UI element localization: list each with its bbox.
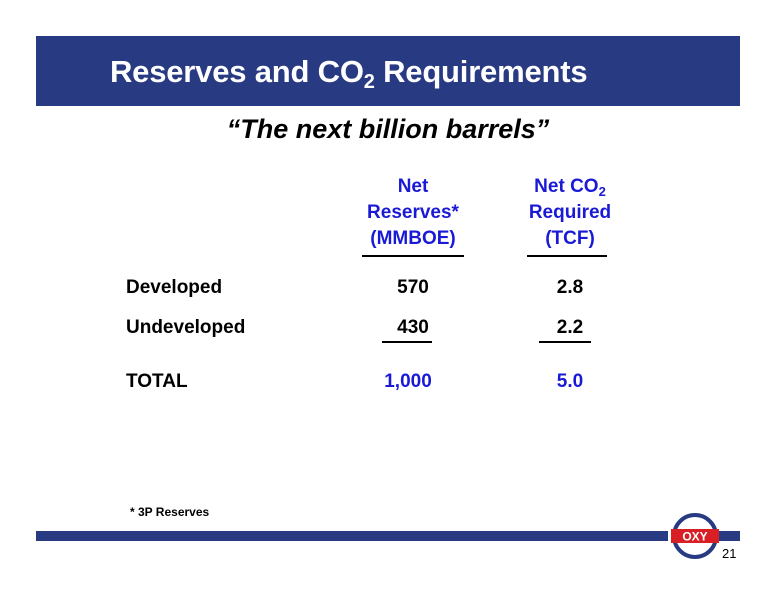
row-label-undeveloped: Undeveloped [126,317,246,338]
oxy-logo-icon: OXY [671,513,719,559]
cell-total-reserves: 1,000 [384,371,432,392]
cell-developed-co2: 2.8 [556,277,584,298]
row-label-total: TOTAL [126,371,188,392]
header-rule-reserves [362,255,464,257]
col-header-co2: Net CO2 Required (TCF) [528,176,612,249]
page-number: 21 [722,546,737,561]
cell-total-co2: 5.0 [556,371,584,392]
slide-subtitle: “The next billion barrels” [226,114,550,144]
cell-developed-reserves: 570 [397,277,429,298]
header-rule-co2 [527,255,607,257]
row-label-developed: Developed [126,277,223,298]
total-rule-co2 [539,341,591,343]
total-rule-reserves [382,341,432,343]
bottom-bar-right [706,531,740,541]
logo-text: OXY [682,530,707,544]
col-header-reserves: Net Reserves* (MMBOE) [367,176,459,249]
footnote: * 3P Reserves [130,505,210,519]
title-bar: Reserves and CO2 Requirements [36,36,740,106]
cell-undeveloped-reserves: 430 [397,317,429,338]
cell-undeveloped-co2: 2.2 [556,317,584,338]
bottom-bar [36,531,668,541]
slide-title: Reserves and CO2 Requirements [110,54,588,93]
